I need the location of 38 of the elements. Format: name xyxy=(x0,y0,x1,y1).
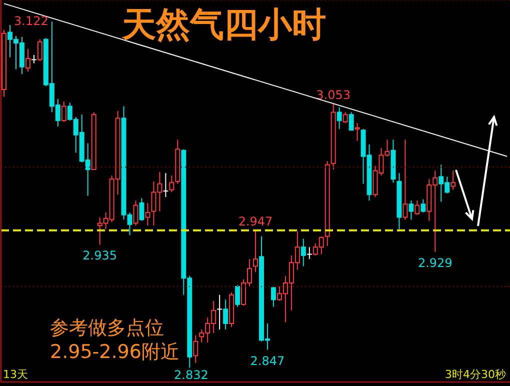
candlestick xyxy=(193,334,198,364)
candlestick xyxy=(253,230,258,273)
candlestick xyxy=(145,202,150,226)
chart-title: 天然气四小时 xyxy=(122,4,326,47)
candlestick xyxy=(216,294,223,330)
candlestick xyxy=(162,172,169,198)
candlestick xyxy=(450,170,456,190)
annotation: 2.847 xyxy=(250,354,285,368)
candlestick xyxy=(336,106,342,130)
candlestick xyxy=(223,299,228,330)
candlestick xyxy=(414,200,420,216)
annotation: 参考做多点位 xyxy=(50,317,164,339)
candlestick xyxy=(342,112,348,124)
candlestick xyxy=(37,38,42,62)
candlestick xyxy=(61,100,66,122)
annotation: 2.95-2.96附近 xyxy=(50,341,180,363)
candlestick xyxy=(402,139,408,220)
candlestick xyxy=(408,200,414,220)
candlestick xyxy=(354,122,360,142)
annotation: 13天 xyxy=(3,368,28,382)
candlestick xyxy=(25,48,30,72)
annotation: 3.053 xyxy=(316,88,351,102)
annotation: 3.122 xyxy=(14,14,48,28)
candlestick xyxy=(133,200,138,226)
candlestick xyxy=(348,112,354,131)
candlestick xyxy=(420,198,426,213)
annotation: 2.935 xyxy=(82,248,117,263)
candlestick xyxy=(30,54,37,64)
candlestick xyxy=(270,286,276,308)
annotation: 2.832 xyxy=(174,368,208,382)
annotation: 3时4分30秒 xyxy=(445,368,506,382)
annotation: 2.929 xyxy=(418,256,452,270)
candlestick xyxy=(169,174,174,193)
candlestick xyxy=(300,238,306,267)
candlestick xyxy=(139,198,144,222)
candlestick xyxy=(235,284,240,308)
annotation: 2.947 xyxy=(238,214,273,228)
candlestick xyxy=(306,246,312,260)
